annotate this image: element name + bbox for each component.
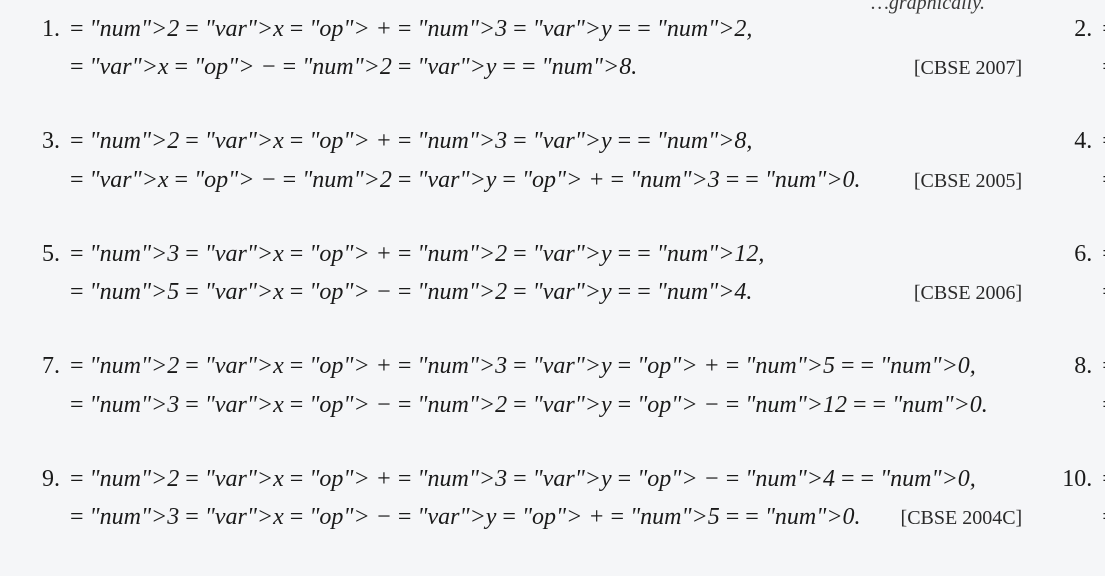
exercise-grid: 1. = "num">2 = "var">x = "op"> + = "num"… — [20, 10, 1085, 566]
equation-line-2: = "var">x = "op"> − = "num">2 = "var">y … — [70, 161, 861, 199]
problem-body: = "num">2 = "var">x = "op"> + = "num">3 … — [70, 460, 1042, 537]
problem-number: 8. — [1052, 347, 1102, 385]
problem-2: 2. = "num">3 = "var">x = "op"> + = "num"… — [1052, 10, 1105, 116]
header-remnant-text: …graphically. — [871, 0, 985, 15]
source-tag: [CBSE 2007] — [914, 52, 1042, 84]
equation-line-2: = "num">3 = "var">x = "op"> − = "num">2 … — [70, 386, 988, 424]
equation-line-1: = "num">2 = "var">x = "op"> + = "num">3 … — [70, 347, 976, 385]
problem-10: 10. = "var">x = "op"> + = "num">2 = "var… — [1052, 460, 1105, 566]
problem-number: 6. — [1052, 235, 1102, 273]
problem-4: 4. = "num">2 = "var">x = "op"> − = "num"… — [1052, 122, 1105, 228]
equation-line-1: = "num">2 = "var">x = "op"> + = "num">3 … — [70, 122, 752, 160]
problem-number: 2. — [1052, 10, 1102, 48]
problem-number: 1. — [20, 10, 70, 48]
problem-6: 6. = "num">3 = "var">x = "op"> + = "var"… — [1052, 235, 1105, 341]
problem-1: 1. = "num">2 = "var">x = "op"> + = "num"… — [20, 10, 1042, 116]
equation-line-1: = "num">2 = "var">x = "op"> + = "num">3 … — [70, 10, 752, 48]
problem-3: 3. = "num">2 = "var">x = "op"> + = "num"… — [20, 122, 1042, 228]
problem-body: = "num">2 = "var">x = "op"> + = "num">3 … — [70, 122, 1042, 199]
problem-body: = "num">3 = "var">x = "op"> + = "num">2 … — [70, 235, 1042, 312]
source-tag: [CBSE 2004C] — [901, 502, 1043, 534]
problem-number: 7. — [20, 347, 70, 385]
equation-line-2: = "num">3 = "var">x = "op"> − = "var">y … — [70, 498, 861, 536]
problem-9: 9. = "num">2 = "var">x = "op"> + = "num"… — [20, 460, 1042, 566]
equation-line-1: = "num">2 = "var">x = "op"> + = "num">3 … — [70, 460, 976, 498]
source-tag: [CBSE 2006] — [914, 277, 1042, 309]
problem-7: 7. = "num">2 = "var">x = "op"> + = "num"… — [20, 347, 1042, 453]
problem-number: 9. — [20, 460, 70, 498]
problem-number: 4. — [1052, 122, 1102, 160]
equation-line-2: = "num">5 = "var">x = "op"> − = "num">2 … — [70, 273, 752, 311]
problem-body: = "num">2 = "var">x = "op"> + = "num">3 … — [70, 10, 1042, 87]
problem-number: 3. — [20, 122, 70, 160]
equation-line-1: = "num">3 = "var">x = "op"> + = "num">2 … — [70, 235, 764, 273]
problem-8: 8. = "num">2 = "var">x = "op"> − = "num"… — [1052, 347, 1105, 453]
problem-number: 10. — [1052, 460, 1102, 498]
problem-body: = "num">2 = "var">x = "op"> + = "num">3 … — [70, 347, 1042, 424]
problem-5: 5. = "num">3 = "var">x = "op"> + = "num"… — [20, 235, 1042, 341]
problem-number: 5. — [20, 235, 70, 273]
source-tag: [CBSE 2005] — [914, 165, 1042, 197]
equation-line-2: = "var">x = "op"> − = "num">2 = "var">y … — [70, 48, 637, 86]
